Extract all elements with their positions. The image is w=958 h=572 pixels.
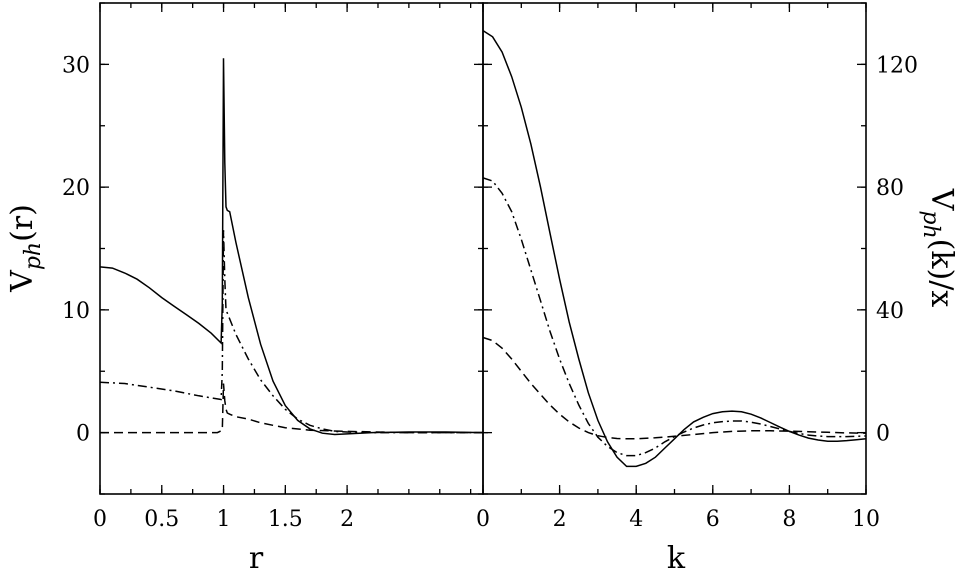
right-y-tick-label: 0 [876, 422, 890, 447]
right-series-dashdot-line [482, 177, 867, 457]
left-y-axis-label: Vph(r) [5, 204, 46, 293]
left-series-dashdot-line [99, 230, 483, 434]
right-ticks: 0 2 4 6 8 10 0 40 80 120 [476, 2, 918, 532]
left-x-tick-label: 0.5 [144, 507, 179, 532]
right-y-label-sub: ph [918, 210, 943, 238]
left-y-tick-label: 20 [62, 176, 90, 201]
right-panel: 0 2 4 6 8 10 0 40 80 120 k Vph(k)/x [476, 2, 958, 572]
right-y-label-rest: (k)/x [924, 239, 958, 308]
left-y-tick-label: 10 [62, 299, 90, 324]
right-x-tick-label: 10 [852, 507, 880, 532]
right-series-dashed-line [482, 336, 867, 440]
right-series-solid-line [482, 29, 867, 468]
left-x-axis-label: r [249, 541, 264, 572]
right-x-tick-label: 0 [476, 507, 490, 532]
left-y-label-sub: ph [21, 242, 46, 270]
left-series-solid-line [99, 58, 484, 436]
right-x-axis-label: k [667, 541, 686, 572]
left-y-tick-label: 0 [76, 422, 90, 447]
left-x-tick-label: 2 [340, 507, 354, 532]
left-curves [99, 58, 484, 436]
left-plot-frame [99, 2, 484, 495]
right-y-tick-label: 120 [876, 53, 918, 78]
left-x-tick-label: 1 [217, 507, 231, 532]
right-x-tick-label: 4 [629, 507, 643, 532]
left-series-dashed-line [100, 383, 483, 434]
right-x-tick-label: 2 [553, 507, 567, 532]
right-plot-frame [482, 2, 867, 495]
right-y-tick-label: 80 [876, 176, 904, 201]
right-x-tick-label: 8 [782, 507, 796, 532]
right-y-axis-label: Vph(k)/x [918, 188, 958, 308]
right-y-label-base: V [924, 188, 958, 212]
left-y-tick-label: 30 [62, 53, 90, 78]
right-x-tick-label: 6 [706, 507, 720, 532]
left-y-label-rest: (r) [5, 204, 40, 242]
left-x-tick-label: 0 [93, 507, 107, 532]
right-y-tick-label: 40 [876, 299, 904, 324]
left-y-label-base: V [5, 269, 40, 293]
left-x-tick-label: 1.5 [268, 507, 303, 532]
right-curves [482, 29, 867, 468]
